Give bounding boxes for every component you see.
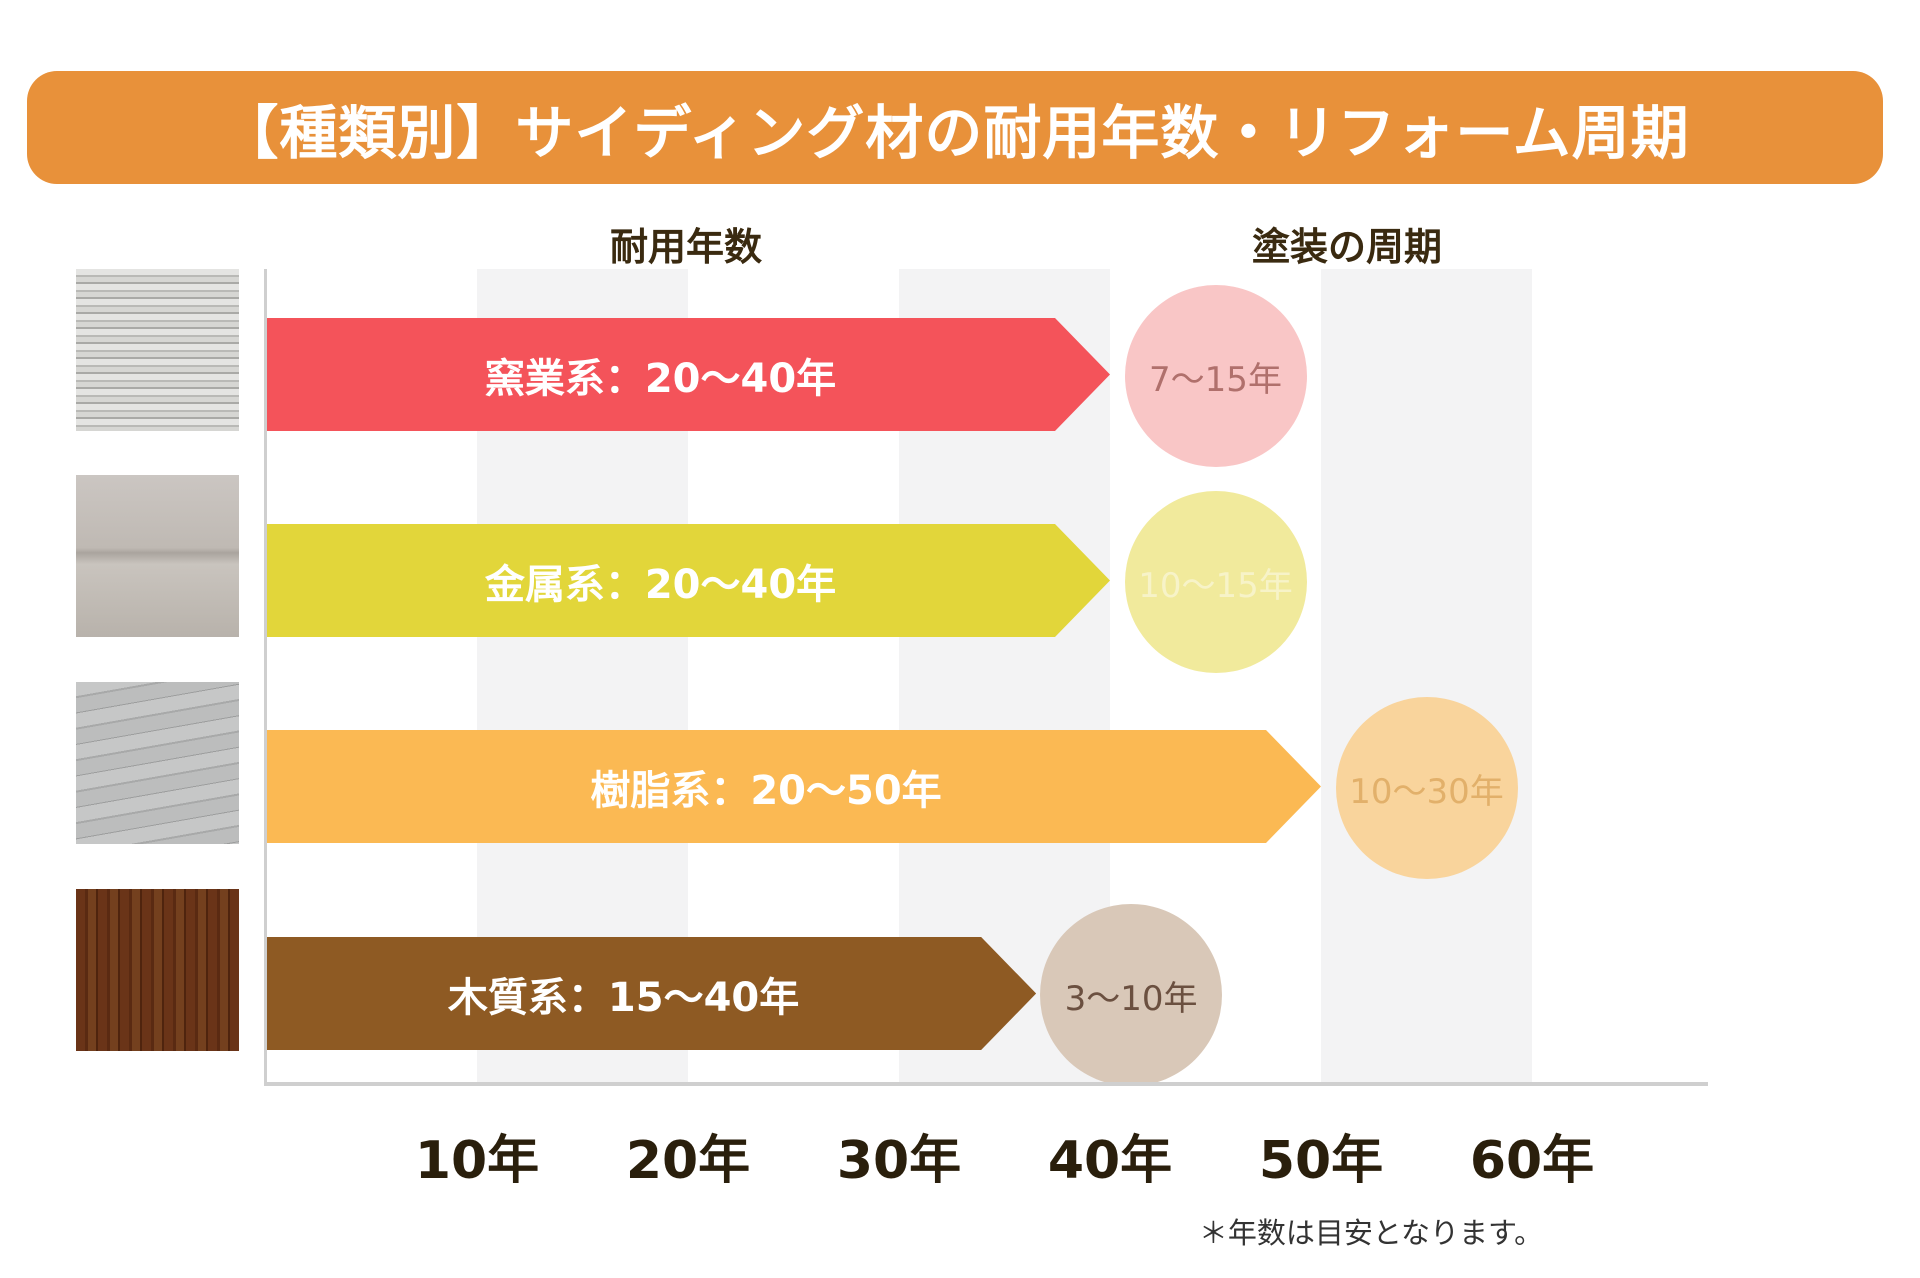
x-tick-label: 20年 <box>625 1131 751 1191</box>
lifespan-bar-wood: 木質系：15〜40年 <box>266 937 1036 1050</box>
siding-texture-wood <box>76 889 239 1051</box>
grid-band <box>1321 269 1532 1084</box>
lifespan-bar-resin: 樹脂系：20〜50年 <box>266 730 1321 843</box>
bar-label: 木質系：15〜40年 <box>447 974 800 1021</box>
header-lifespan: 耐用年数 <box>609 225 763 269</box>
bar-label: 窯業系：20〜40年 <box>484 355 837 402</box>
lifespan-bar-ceramic: 窯業系：20〜40年 <box>266 318 1110 431</box>
x-tick-label: 40年 <box>1047 1131 1173 1191</box>
repaint-cycle-circle: 7〜15年 <box>1124 285 1307 467</box>
repaint-cycle-label: 7〜15年 <box>1149 359 1282 400</box>
y-axis <box>264 269 267 1086</box>
footnote: ＊年数は目安となります。 <box>1198 1216 1544 1250</box>
siding-texture-ceramic <box>76 269 239 431</box>
x-tick-label: 50年 <box>1258 1131 1384 1191</box>
x-tick-label: 30年 <box>836 1131 962 1191</box>
repaint-cycle-circle: 3〜10年 <box>1040 904 1223 1086</box>
lifespan-bar-metal: 金属系：20〜40年 <box>266 524 1110 637</box>
siding-texture-resin <box>76 682 239 844</box>
chart-title: 【種類別】サイディング材の耐用年数・リフォーム周期 <box>27 71 1883 184</box>
repaint-cycle-label: 3〜10年 <box>1064 978 1198 1019</box>
repaint-cycle-circle: 10〜30年 <box>1335 697 1518 879</box>
repaint-cycle-label: 10〜30年 <box>1349 771 1504 812</box>
repaint-cycle-circle: 10〜15年 <box>1124 491 1307 673</box>
header-repaint-cycle: 塗装の周期 <box>1251 225 1443 269</box>
bar-label: 金属系：20〜40年 <box>484 561 837 608</box>
siding-texture-metal <box>76 475 239 637</box>
x-axis <box>264 1082 1708 1086</box>
repaint-cycle-label: 10〜15年 <box>1138 565 1293 606</box>
x-tick-label: 10年 <box>414 1131 540 1191</box>
bar-label: 樹脂系：20〜50年 <box>590 767 942 814</box>
x-tick-label: 60年 <box>1469 1131 1595 1191</box>
